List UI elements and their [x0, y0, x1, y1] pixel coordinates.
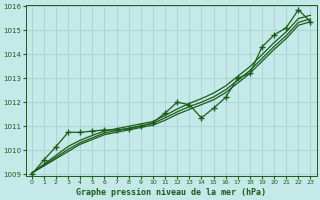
X-axis label: Graphe pression niveau de la mer (hPa): Graphe pression niveau de la mer (hPa): [76, 188, 266, 197]
